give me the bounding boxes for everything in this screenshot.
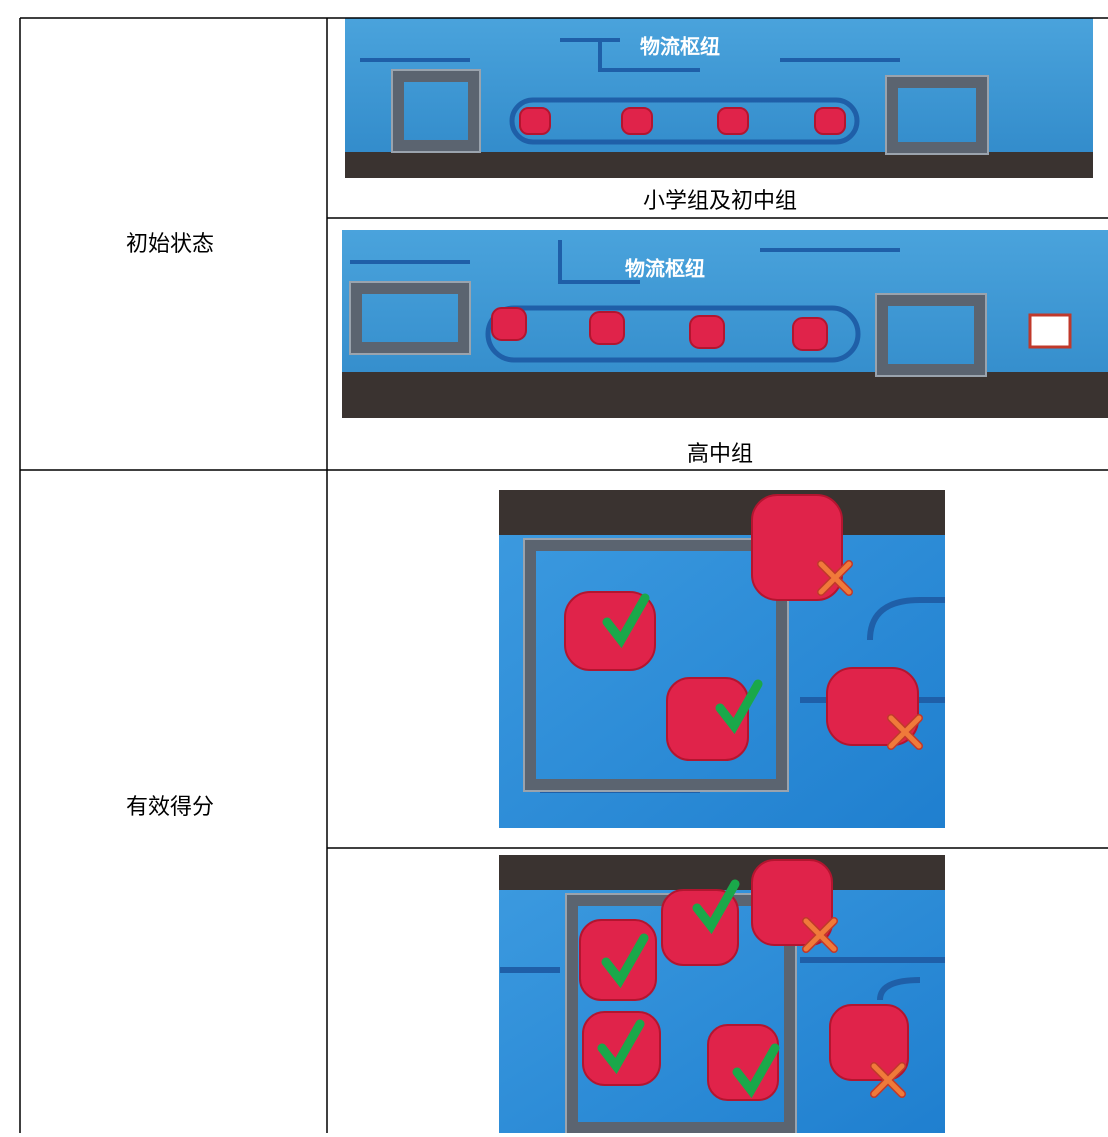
caption: 小学组及初中组 bbox=[643, 189, 797, 214]
foam-cube bbox=[491, 307, 527, 341]
check-mark bbox=[602, 593, 650, 649]
foam-cube bbox=[519, 107, 551, 135]
foam-cube bbox=[621, 107, 653, 135]
frame bbox=[876, 294, 986, 376]
cross-mark bbox=[803, 918, 837, 952]
foam-cube bbox=[814, 107, 846, 135]
frame bbox=[886, 76, 988, 154]
foam-cube bbox=[751, 494, 843, 601]
foam-cube bbox=[792, 317, 828, 351]
check-mark bbox=[692, 879, 740, 935]
check-mark bbox=[715, 679, 763, 735]
foam-cube bbox=[829, 1004, 909, 1081]
foam-cube bbox=[666, 677, 749, 761]
foam-cube bbox=[689, 315, 725, 349]
mat-edge bbox=[499, 490, 945, 535]
frame-edge bbox=[349, 281, 471, 355]
mat-lines bbox=[500, 957, 945, 1001]
mat-edge bbox=[342, 372, 1108, 418]
frame bbox=[350, 282, 470, 354]
cross-mark bbox=[871, 1063, 905, 1097]
frame-edge bbox=[391, 69, 481, 153]
caption: 高中组 bbox=[687, 442, 753, 467]
cross-mark bbox=[818, 561, 852, 595]
mat-label: 物流枢纽 bbox=[625, 257, 705, 281]
frame-edge bbox=[885, 75, 989, 155]
frame-edge bbox=[523, 538, 789, 792]
frame bbox=[392, 70, 480, 152]
table-borders bbox=[19, 17, 1108, 1133]
foam-cube bbox=[579, 919, 657, 1001]
mat-edge bbox=[499, 855, 945, 890]
number-sign bbox=[1028, 313, 1072, 349]
frame bbox=[524, 539, 788, 791]
check-mark bbox=[597, 1019, 645, 1075]
frame-edge bbox=[875, 293, 987, 377]
conveyor bbox=[509, 97, 860, 145]
row-label: 初始状态 bbox=[126, 232, 214, 257]
cross-mark bbox=[888, 715, 922, 749]
conveyor bbox=[485, 305, 861, 363]
mat-lines bbox=[360, 38, 900, 72]
mat-label: 物流枢纽 bbox=[640, 35, 720, 59]
foam-cube bbox=[589, 311, 625, 345]
mat-lines bbox=[350, 240, 900, 284]
row-label: 有效得分 bbox=[126, 795, 214, 820]
check-mark bbox=[601, 933, 649, 989]
check-mark bbox=[732, 1043, 780, 1099]
foam-cube bbox=[717, 107, 749, 135]
mat-edge bbox=[345, 152, 1093, 178]
